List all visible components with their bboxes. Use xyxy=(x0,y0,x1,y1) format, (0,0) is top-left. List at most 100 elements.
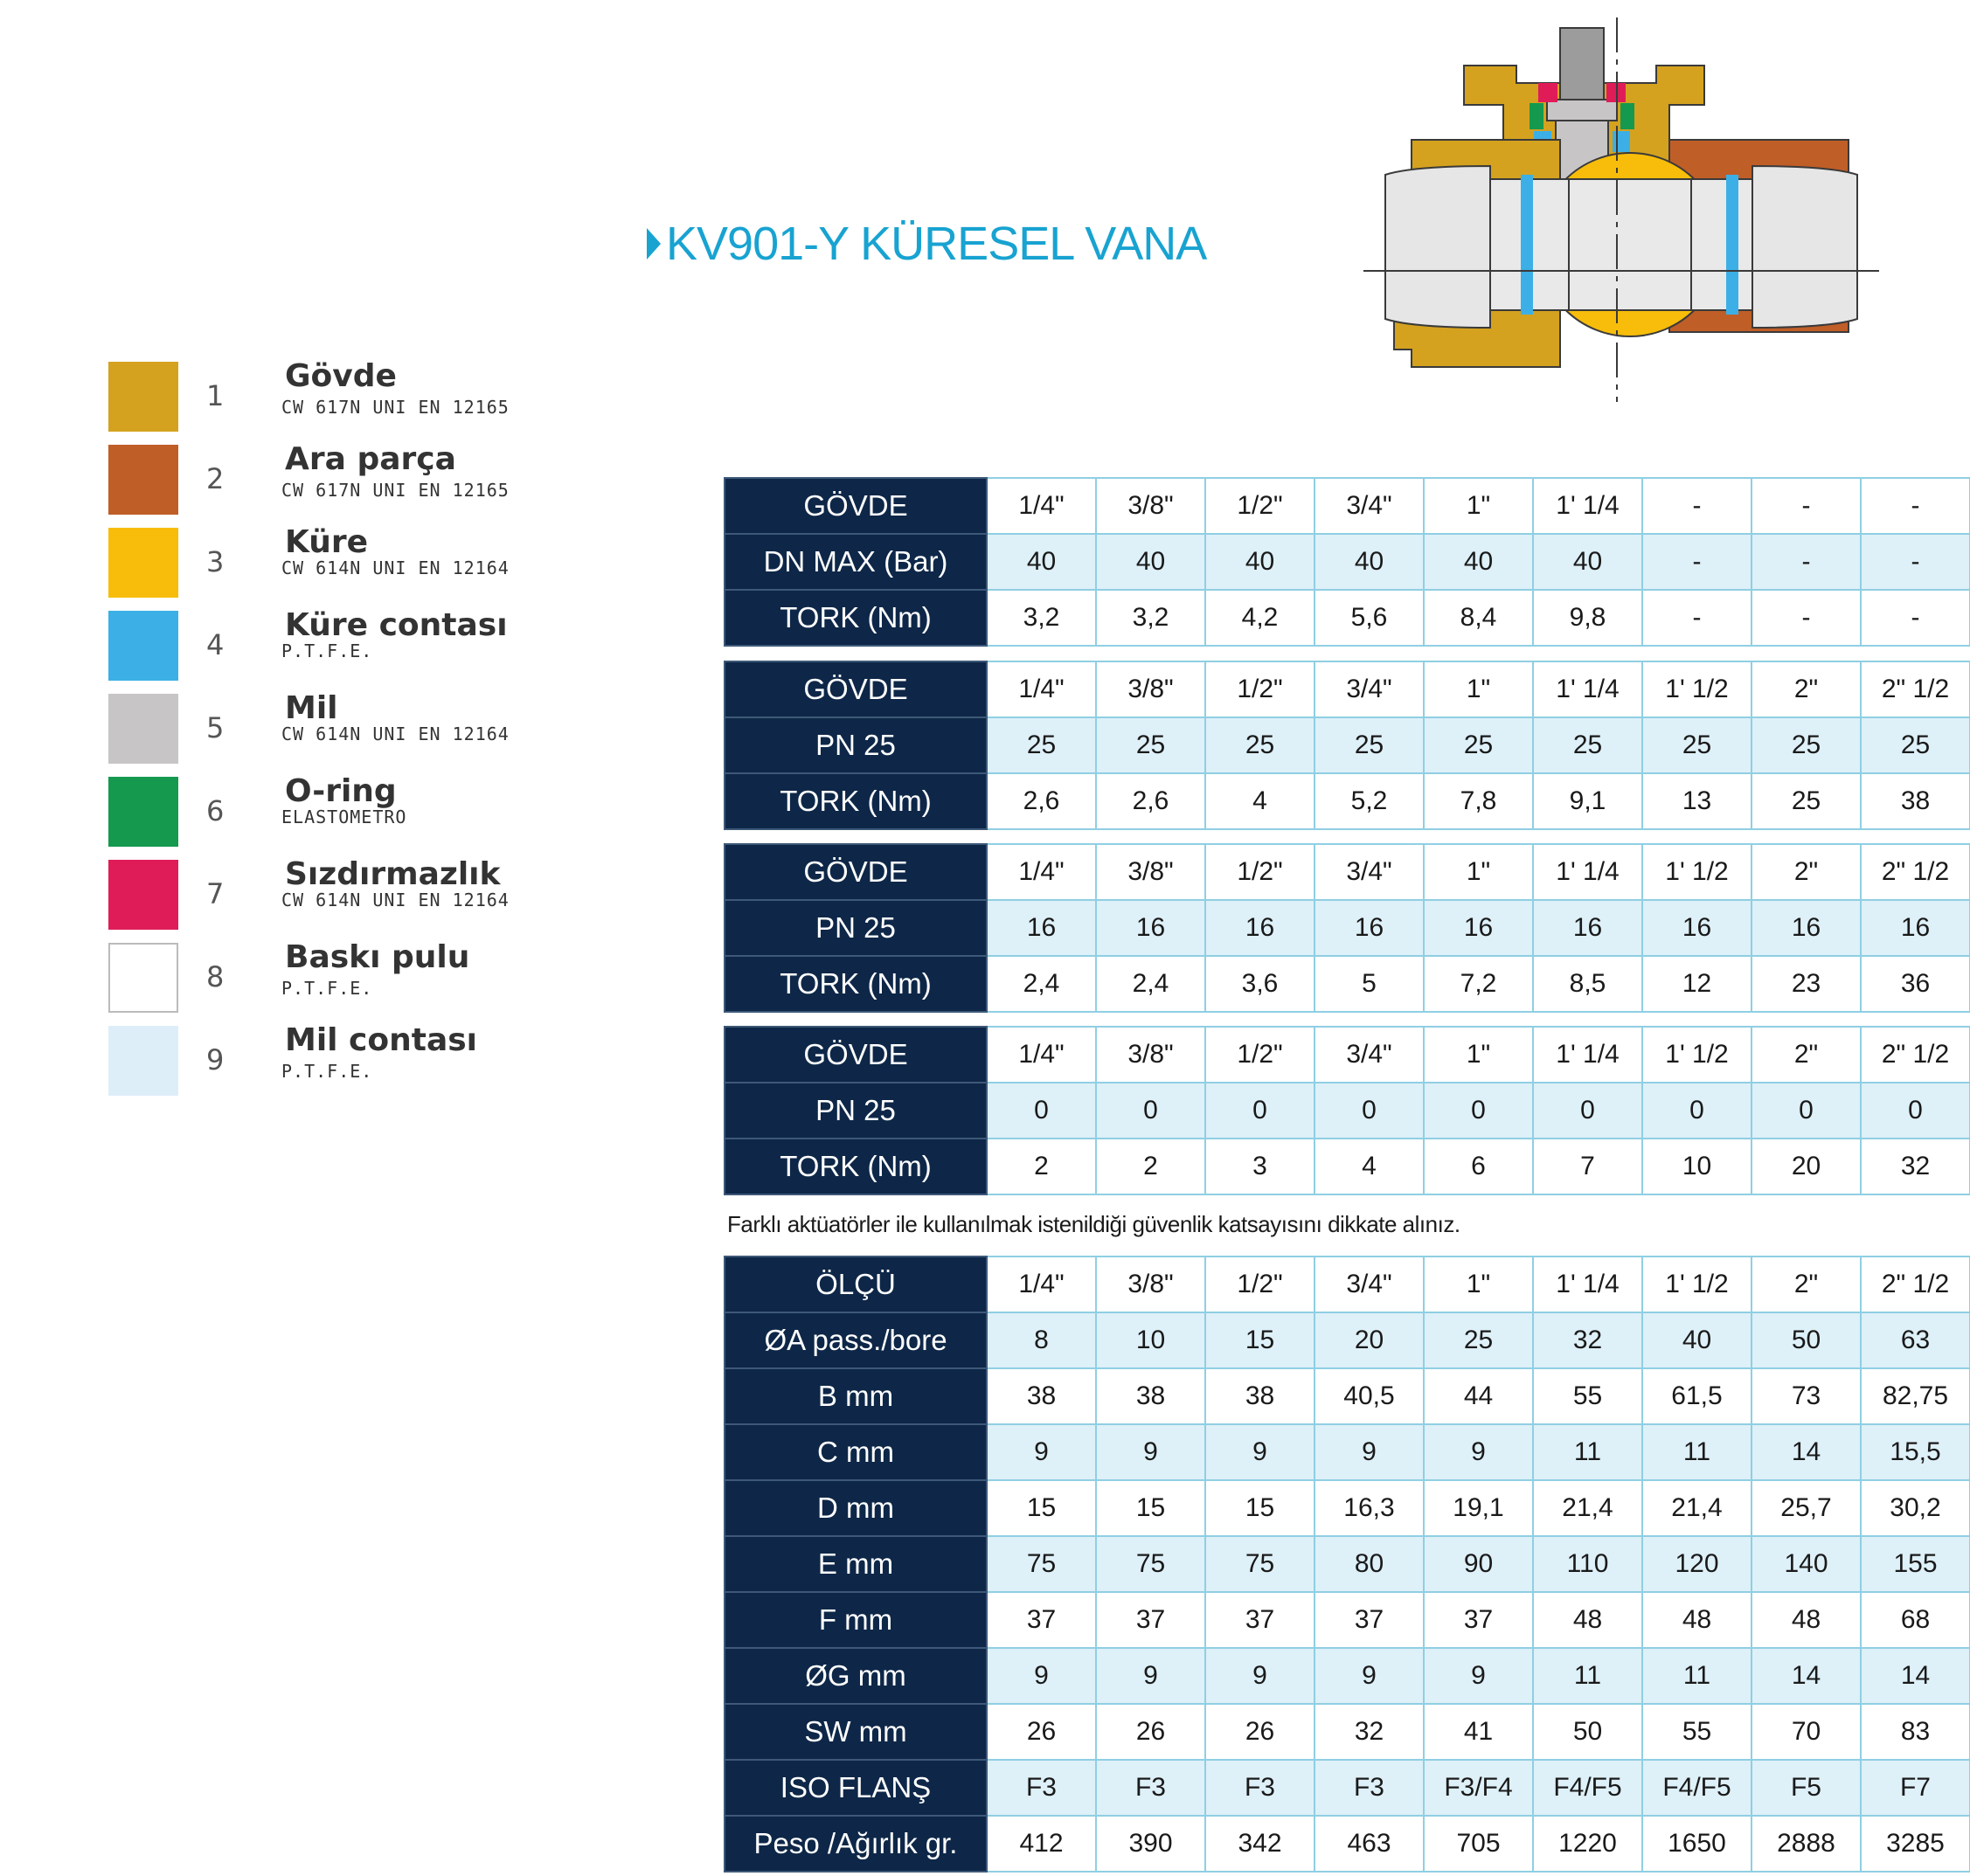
row-label: GÖVDE xyxy=(724,1026,988,1083)
table-cell: - xyxy=(1860,533,1970,591)
legend-swatch xyxy=(108,528,178,598)
spec-table-pn25-b: GÖVDE 1/4" 3/8" 1/2" 3/4" 1" 1' 1/4 1' 1/2 2" 2" … xyxy=(724,843,1970,1013)
table-cell: 9,8 xyxy=(1532,589,1643,647)
table-cell: 1/2" xyxy=(1204,843,1315,901)
row-label: TORK (Nm) xyxy=(724,589,988,647)
legend-material: CW 617N UNI EN 12165 xyxy=(281,480,510,501)
legend-name: Mil contası xyxy=(285,1022,478,1058)
table-cell: 4,2 xyxy=(1204,589,1315,647)
table-cell: 40 xyxy=(1423,533,1534,591)
legend-item: 5 Mil CW 614N UNI EN 12164 xyxy=(75,690,687,776)
table-cell: - xyxy=(1641,477,1752,535)
legend-number: 5 xyxy=(206,711,225,744)
legend-name: Ara parça xyxy=(285,441,456,477)
table-row: SW mm 26 26 26 32 41 50 55 70 83 xyxy=(724,1703,1970,1761)
row-label: PN 25 xyxy=(724,1082,988,1139)
table-row: TORK (Nm) 2,4 2,4 3,6 5 7,2 8,5 12 23 36 xyxy=(724,955,1970,1013)
table-cell: 25 xyxy=(1095,716,1206,774)
table-cell: 2" 1/2 xyxy=(1860,843,1970,901)
table-cell: 0 xyxy=(1641,1082,1752,1139)
table-cell: 38 xyxy=(1204,1367,1315,1425)
table-cell: 1" xyxy=(1423,477,1534,535)
table-cell: - xyxy=(1860,477,1970,535)
row-label: PN 25 xyxy=(724,716,988,774)
table-cell: 15 xyxy=(1095,1479,1206,1537)
table-cell: 9 xyxy=(1204,1647,1315,1705)
table-cell: 9 xyxy=(1314,1647,1425,1705)
table-cell: 110 xyxy=(1532,1535,1643,1593)
table-row: ISO FLANŞ F3 F3 F3 F3 F3/F4 F4/F5 F4/F5 F5 F7 xyxy=(724,1759,1970,1817)
legend-material: ELASTOMETRO xyxy=(281,806,407,827)
table-cell: 2,6 xyxy=(986,772,1097,830)
table-row: DN MAX (Bar) 40 40 40 40 40 40- - - xyxy=(724,533,1970,591)
table-cell: 390 xyxy=(1095,1815,1206,1873)
row-label: B mm xyxy=(724,1367,988,1425)
row-label: PN 25 xyxy=(724,899,988,957)
row-label: ØG mm xyxy=(724,1647,988,1705)
table-row: C mm 9 9 9 9 9 11 11 14 15,5 xyxy=(724,1423,1970,1481)
table-cell: 1/4" xyxy=(986,1026,1097,1083)
table-cell: 40 xyxy=(986,533,1097,591)
table-cell: 0 xyxy=(1204,1082,1315,1139)
dimensions-table: ÖLÇÜ 1/4" 3/8" 1/2" 3/4" 1" 1' 1/4 1' 1/2 2" 2" 1… xyxy=(724,1256,1970,1873)
row-label: DN MAX (Bar) xyxy=(724,533,988,591)
legend-number: 3 xyxy=(206,545,225,578)
table-cell: 32 xyxy=(1314,1703,1425,1761)
table-cell: 25 xyxy=(1751,716,1862,774)
table-cell: 2" 1/2 xyxy=(1860,1026,1970,1083)
table-cell: F3/F4 xyxy=(1423,1759,1534,1817)
table-cell: 14 xyxy=(1860,1647,1970,1705)
row-label: TORK (Nm) xyxy=(724,772,988,830)
legend-item: 1 Gövde CW 617N UNI EN 12165 xyxy=(75,358,687,444)
table-cell: 155 xyxy=(1860,1535,1970,1593)
table-cell: 2 xyxy=(1095,1138,1206,1195)
table-cell: - xyxy=(1860,589,1970,647)
legend-swatch xyxy=(108,860,178,930)
row-label: GÖVDE xyxy=(724,477,988,535)
table-cell: F4/F5 xyxy=(1532,1759,1643,1817)
table-row: D mm 15 15 15 16,3 19,1 21,4 21,4 25,7 30,2 xyxy=(724,1479,1970,1537)
table-cell: 1' 1/4 xyxy=(1532,1026,1643,1083)
table-cell: 10 xyxy=(1095,1312,1206,1369)
table-cell: 3/8" xyxy=(1095,477,1206,535)
table-cell: 3,2 xyxy=(986,589,1097,647)
table-cell: 90 xyxy=(1423,1535,1534,1593)
table-cell: 16,3 xyxy=(1314,1479,1425,1537)
table-cell: 16 xyxy=(1314,899,1425,957)
table-row: GÖVDE 1/4" 3/8" 1/2" 3/4" 1" 1' 1/4- - - xyxy=(724,477,1970,535)
table-row: GÖVDE 1/4" 3/8" 1/2" 3/4" 1" 1' 1/4 1' 1/2 2" 2" … xyxy=(724,661,1970,718)
legend-item: 2 Ara parça CW 617N UNI EN 12165 xyxy=(75,441,687,527)
table-cell: - xyxy=(1641,589,1752,647)
row-label: D mm xyxy=(724,1479,988,1537)
table-cell: 16 xyxy=(1423,899,1534,957)
table-cell: F3 xyxy=(1095,1759,1206,1817)
legend-number: 9 xyxy=(206,1043,225,1076)
legend-number: 6 xyxy=(206,794,225,827)
row-label: ISO FLANŞ xyxy=(724,1759,988,1817)
table-cell: 1' 1/4 xyxy=(1532,661,1643,718)
legend-swatch xyxy=(108,1026,178,1096)
table-cell: 16 xyxy=(1204,899,1315,957)
table-cell: F3 xyxy=(1204,1759,1315,1817)
table-cell: 3/4" xyxy=(1314,1256,1425,1313)
legend-name: Mil xyxy=(285,690,338,726)
table-cell: 37 xyxy=(1095,1591,1206,1649)
table-cell: 63 xyxy=(1860,1312,1970,1369)
table-cell: 3/4" xyxy=(1314,661,1425,718)
table-cell: 83 xyxy=(1860,1703,1970,1761)
table-row: PN 25 16 16 16 16 16 16 16 16 16 xyxy=(724,899,1970,957)
legend-item: 4 Küre contası P.T.F.E. xyxy=(75,607,687,693)
table-cell: - xyxy=(1641,533,1752,591)
table-row: Peso /Ağırlık gr. 412 390 342 463 705 1220 1650… xyxy=(724,1815,1970,1873)
table-cell: 3/4" xyxy=(1314,1026,1425,1083)
table-cell: 68 xyxy=(1860,1591,1970,1649)
table-cell: 75 xyxy=(1095,1535,1206,1593)
row-label: F mm xyxy=(724,1591,988,1649)
table-cell: - xyxy=(1751,477,1862,535)
table-cell: 16 xyxy=(1532,899,1643,957)
spec-table-dn-max: GÖVDE 1/4" 3/8" 1/2" 3/4" 1" 1' 1/4- - - DN MAX (… xyxy=(724,477,1970,647)
valve-cross-section-drawing xyxy=(1363,17,1879,402)
table-cell: 1220 xyxy=(1532,1815,1643,1873)
table-cell: 19,1 xyxy=(1423,1479,1534,1537)
table-cell: 44 xyxy=(1423,1367,1534,1425)
